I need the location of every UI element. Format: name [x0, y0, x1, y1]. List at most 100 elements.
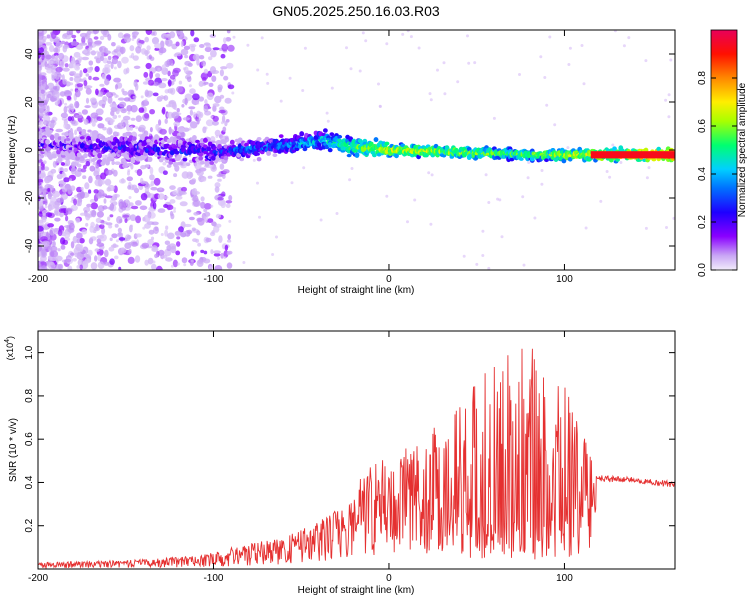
spectrogram-noise-cell — [215, 135, 219, 138]
spectrogram-noise-cell — [122, 163, 128, 169]
spectrogram-noise-cell — [167, 70, 171, 77]
spectrogram-noise-cell — [184, 97, 188, 106]
spectrogram-noise-cell — [170, 264, 174, 268]
spectrogram-ridge-cell — [372, 153, 377, 158]
spectrogram-noise-cell — [599, 199, 603, 203]
spectrogram-noise-cell — [54, 255, 63, 262]
spectrogram-noise-cell — [568, 46, 572, 50]
spectrogram-noise-cell — [131, 184, 138, 191]
spectrogram-noise-cell — [202, 63, 206, 67]
spectrogram-noise-cell — [55, 128, 63, 133]
spectrogram-noise-cell — [350, 167, 354, 170]
spectrogram-noise-cell — [167, 79, 172, 87]
spectrogram-noise-cell — [182, 117, 191, 121]
spectrogram-ridge-cell — [146, 139, 152, 143]
spectrogram-noise-cell — [345, 46, 348, 50]
spectrogram-noise-cell — [107, 216, 111, 221]
spectrogram-noise-cell — [76, 238, 81, 244]
spectrogram-noise-cell — [60, 162, 65, 166]
spectrogram-noise-cell — [90, 221, 95, 228]
spectrogram-noise-cell — [83, 68, 88, 74]
snr-y-multiplier-base: (x10 — [5, 343, 15, 361]
spectrogram-noise-cell — [290, 181, 294, 185]
spectrogram-noise-cell — [181, 171, 189, 179]
spectrogram-noise-cell — [68, 222, 75, 231]
spectrogram-noise-cell — [42, 213, 46, 216]
spectrogram-noise-cell — [40, 265, 47, 270]
spectrogram-noise-cell — [79, 42, 88, 46]
spectrogram-noise-cell — [213, 253, 221, 257]
snr-frame — [37, 330, 676, 570]
spectrogram-noise-cell — [68, 30, 73, 35]
spectrogram-noise-cell — [117, 60, 122, 69]
spectrogram-noise-cell — [429, 98, 433, 102]
spectrogram-noise-cell — [58, 208, 65, 213]
spectrogram-noise-cell — [539, 55, 543, 59]
spectrogram-noise-cell — [182, 67, 186, 71]
spectrogram-noise-cell — [42, 240, 50, 247]
spectrogram-noise-cell — [196, 170, 204, 176]
spectrogram-noise-cell — [104, 78, 110, 86]
spectrogram-noise-cell — [119, 46, 126, 54]
spectrogram-noise-cell — [192, 93, 200, 101]
spectrogram-noise-cell — [38, 201, 41, 208]
spectrogram-ridge-cell — [185, 162, 191, 167]
spectrogram-noise-cell — [325, 111, 329, 115]
spectrogram-noise-cell — [212, 103, 220, 107]
spectrogram-noise-cell — [42, 120, 49, 126]
spectrogram-noise-cell — [60, 112, 68, 119]
spectrogram-noise-cell — [54, 210, 59, 216]
spectrogram-noise-cell — [40, 170, 46, 179]
spectrogram-ridge-cell — [210, 155, 216, 161]
spectrogram-noise-cell — [94, 56, 99, 60]
spectrogram-ridge-cell — [131, 136, 137, 141]
spectrogram-noise-cell — [83, 48, 88, 54]
spectrogram-noise-cell — [279, 99, 283, 103]
spectrogram-noise-cell — [196, 118, 200, 125]
spectrogram-noise-cell — [159, 187, 163, 191]
spectrogram-noise-cell — [90, 236, 93, 240]
spectrogram-noise-cell — [669, 58, 673, 62]
spectrogram-noise-cell — [165, 257, 173, 262]
spectrogram-noise-cell — [68, 82, 74, 86]
spectrogram-noise-cell — [72, 235, 78, 244]
spectrogram-noise-cell — [487, 201, 491, 204]
spectrogram-noise-cell — [64, 63, 69, 68]
spectrogram-noise-cell — [130, 89, 135, 95]
spectrogram-noise-cell — [127, 235, 132, 240]
spectrogram-noise-cell — [178, 126, 185, 133]
spectrogram-noise-cell — [163, 33, 168, 40]
snr-y-multiplier-close: ) — [5, 336, 15, 339]
spectrogram-noise-cell — [115, 239, 119, 243]
spectrogram-noise-cell — [144, 89, 149, 97]
spectrogram-ridge-cell — [346, 153, 352, 158]
spectrogram-noise-cell — [188, 106, 196, 110]
spectrogram-noise-cell — [129, 214, 137, 222]
spectrogram-noise-cell — [121, 125, 125, 129]
spectrogram-noise-cell — [208, 56, 213, 61]
spectrogram-noise-cell — [176, 236, 181, 240]
spectrogram-noise-cell — [193, 212, 199, 216]
spectrogram-noise-cell — [205, 237, 212, 243]
spectrogram-noise-cell — [113, 66, 117, 70]
spectrogram-noise-cell — [214, 129, 221, 137]
spectrogram-noise-cell — [78, 56, 83, 61]
spectrogram-noise-cell — [154, 253, 159, 259]
spectrogram-noise-cell — [204, 99, 208, 105]
spectrogram-noise-cell — [126, 176, 133, 182]
spectrogram-noise-cell — [213, 250, 221, 254]
spectrogram-noise-cell — [38, 64, 43, 72]
spectrogram-noise-cell — [90, 202, 99, 210]
spectrogram-noise-cell — [38, 262, 42, 269]
spectrogram-noise-cell — [210, 50, 217, 58]
spectrogram-noise-cell — [142, 81, 149, 85]
spectrogram-noise-cell — [199, 55, 205, 60]
spectrogram-noise-cell — [162, 170, 168, 175]
snr-y-tick-label: 0.2 — [24, 518, 35, 532]
spectrogram-ridge-cell — [206, 146, 212, 151]
spectrogram-noise-cell — [44, 42, 53, 46]
spectrogram-noise-cell — [109, 200, 113, 203]
spectrogram-noise-cell — [133, 79, 138, 88]
spectrogram-noise-cell — [221, 43, 228, 52]
